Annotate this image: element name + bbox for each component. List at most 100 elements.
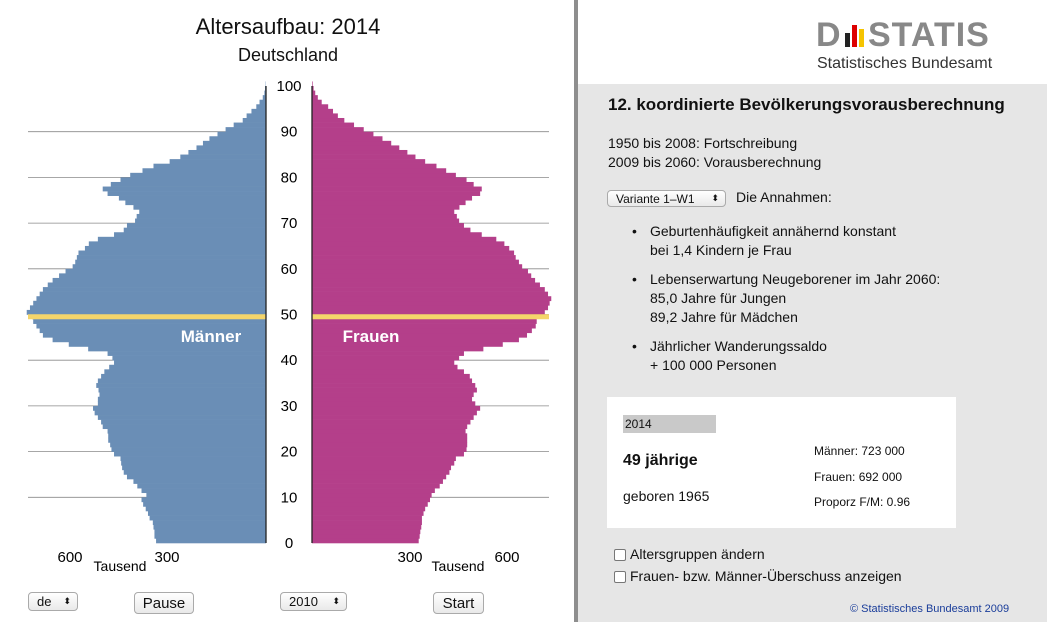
year-select-value: 2010 bbox=[289, 594, 318, 609]
female-bar bbox=[312, 483, 440, 489]
detail-men: Männer: 723 000 bbox=[814, 444, 905, 458]
female-bar bbox=[312, 383, 476, 388]
age-groups-checkbox[interactable] bbox=[614, 549, 626, 562]
male-bar bbox=[154, 533, 266, 539]
male-bar bbox=[123, 227, 266, 233]
detail-born: geboren 1965 bbox=[623, 488, 710, 504]
female-bar bbox=[312, 511, 424, 516]
male-bar bbox=[142, 168, 266, 174]
male-bar bbox=[126, 474, 266, 480]
male-bar bbox=[123, 469, 266, 475]
year-select[interactable]: 2010 ⬍ bbox=[280, 592, 347, 611]
female-bar bbox=[312, 337, 519, 343]
male-bar bbox=[114, 232, 267, 238]
female-bar bbox=[312, 309, 545, 315]
female-bar bbox=[312, 241, 505, 247]
male-bar bbox=[264, 90, 266, 96]
male-bar bbox=[154, 529, 266, 535]
male-bar bbox=[122, 465, 266, 471]
male-bar bbox=[136, 213, 266, 219]
male-bar bbox=[107, 351, 266, 356]
female-bar bbox=[312, 410, 477, 416]
female-bar bbox=[312, 113, 338, 119]
copyright-link[interactable]: © Statistisches Bundesamt 2009 bbox=[850, 603, 1010, 615]
male-bar bbox=[101, 373, 266, 379]
male-bar bbox=[242, 117, 266, 123]
male-bar bbox=[68, 341, 267, 347]
male-bar bbox=[121, 460, 266, 466]
female-bar bbox=[312, 451, 464, 457]
language-select-value: de bbox=[37, 594, 52, 609]
x-tick-label: 600 bbox=[57, 549, 82, 566]
female-bar bbox=[312, 122, 355, 128]
age-groups-option[interactable]: Altersgruppen ändern bbox=[614, 546, 765, 562]
x-tick-label: 600 bbox=[494, 549, 519, 566]
female-bar bbox=[312, 99, 322, 105]
female-bar bbox=[312, 346, 484, 352]
female-bar bbox=[312, 291, 549, 297]
female-bar bbox=[312, 287, 545, 292]
female-bar bbox=[312, 396, 473, 402]
female-bar bbox=[312, 172, 456, 178]
variant-select[interactable]: Variante 1–W1 ⬍ bbox=[607, 190, 726, 207]
male-bar bbox=[120, 456, 266, 462]
female-bar bbox=[312, 497, 431, 503]
male-bar bbox=[141, 488, 266, 494]
surplus-option[interactable]: Frauen- bzw. Männer-Überschuss anzeigen bbox=[614, 568, 902, 584]
male-bar bbox=[139, 209, 266, 215]
male-bar bbox=[137, 483, 266, 489]
x-axis-label-female: Tausend bbox=[432, 558, 485, 574]
male-bar bbox=[107, 428, 266, 434]
language-select[interactable]: de ⬍ bbox=[28, 592, 78, 611]
panel-divider bbox=[574, 0, 578, 622]
x-tick-label: 300 bbox=[154, 549, 179, 566]
select-arrows-icon: ⬍ bbox=[63, 596, 71, 606]
female-bar bbox=[312, 145, 400, 151]
female-bar bbox=[312, 465, 452, 471]
male-bar bbox=[52, 277, 266, 283]
surplus-checkbox[interactable] bbox=[614, 571, 626, 584]
age-tick-label: 50 bbox=[281, 307, 298, 324]
male-bar bbox=[96, 383, 266, 388]
list-item: Jährlicher Wanderungssaldo + 100 000 Per… bbox=[632, 337, 940, 375]
male-bar bbox=[217, 131, 266, 137]
female-bar bbox=[312, 405, 481, 411]
female-bar bbox=[312, 469, 450, 475]
male-bar bbox=[233, 122, 266, 128]
surplus-label: Frauen- bzw. Männer-Überschuss anzeigen bbox=[630, 568, 902, 584]
male-bar bbox=[88, 241, 267, 247]
female-bar bbox=[312, 86, 314, 91]
female-bar bbox=[312, 378, 473, 384]
male-bar bbox=[97, 415, 266, 420]
male-bar bbox=[146, 492, 266, 498]
female-bar bbox=[312, 506, 426, 512]
male-bar bbox=[102, 186, 266, 192]
male-bar bbox=[47, 282, 266, 288]
male-bar bbox=[94, 410, 266, 416]
logo-flag-bars bbox=[845, 25, 865, 47]
population-pyramid: 0 10 20 30 40 50 60 70 80 90 100 Männer Frauen 600… bbox=[26, 78, 552, 574]
female-bar bbox=[312, 218, 460, 224]
female-bar bbox=[312, 277, 536, 283]
female-bar bbox=[312, 419, 471, 425]
female-bar bbox=[312, 163, 437, 169]
male-bar bbox=[97, 401, 266, 407]
female-bar bbox=[312, 300, 550, 306]
male-bar bbox=[118, 195, 266, 201]
brand-header: D STATIS Statistisches Bundesamt bbox=[578, 0, 1047, 84]
info-line-1: 1950 bis 2008: Fortschreibung bbox=[608, 135, 798, 151]
female-bar bbox=[312, 447, 467, 452]
male-bar bbox=[135, 218, 266, 224]
female-bar bbox=[312, 181, 474, 187]
female-bar bbox=[312, 223, 464, 228]
select-arrows-icon: ⬍ bbox=[711, 193, 719, 203]
female-bar bbox=[312, 154, 416, 160]
info-line-2: 2009 bis 2060: Vorausberechnung bbox=[608, 154, 822, 170]
female-bar bbox=[312, 127, 364, 132]
male-bar bbox=[76, 255, 266, 260]
pause-button[interactable]: Pause bbox=[134, 592, 194, 614]
start-button[interactable]: Start bbox=[433, 592, 484, 614]
male-bar bbox=[108, 433, 266, 439]
female-bar bbox=[312, 140, 392, 146]
male-bar bbox=[169, 159, 266, 164]
